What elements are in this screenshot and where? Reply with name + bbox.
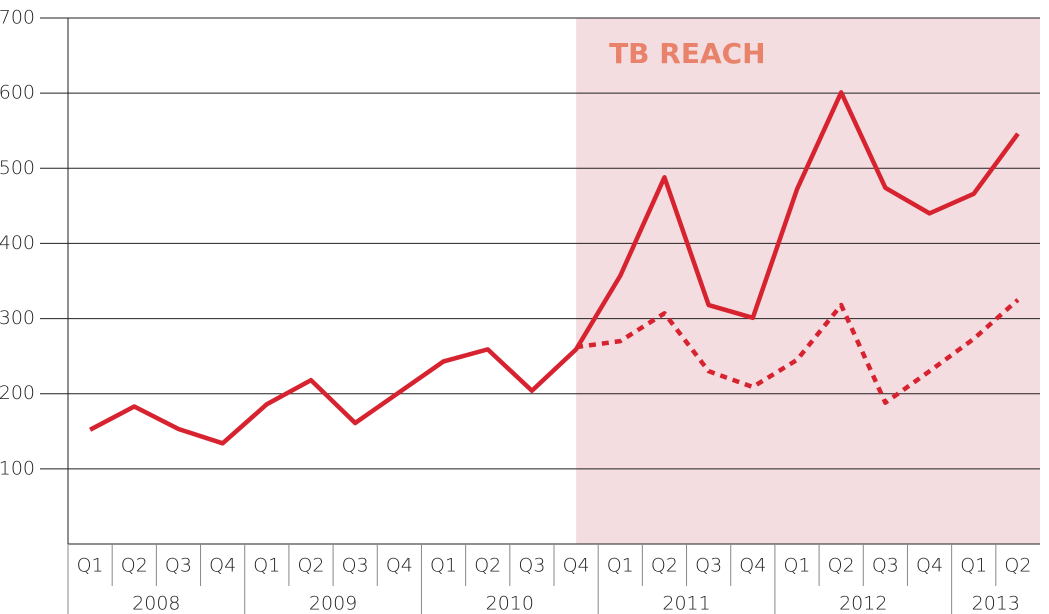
- x-tick-label: Q2: [1004, 555, 1031, 577]
- x-tick-label: Q1: [430, 555, 457, 577]
- y-tick-label: 300: [0, 307, 35, 329]
- x-tick-label: Q1: [783, 555, 810, 577]
- x-tick-label: Q3: [165, 555, 192, 577]
- x-tick-label: Q1: [960, 555, 987, 577]
- x-tick-label: Q3: [695, 555, 722, 577]
- y-tick-label: 200: [0, 382, 35, 404]
- group-label: 2010: [486, 593, 534, 614]
- y-tick-label: 500: [0, 157, 35, 179]
- y-tick-label: 700: [0, 7, 35, 29]
- y-tick-label: 100: [0, 457, 35, 479]
- group-label: 2008: [132, 593, 180, 614]
- y-tick-label: 400: [0, 232, 35, 254]
- annotation: TB REACH: [609, 37, 766, 70]
- x-tick-label: Q4: [386, 555, 413, 577]
- highlight-region: [576, 18, 1040, 544]
- x-tick-label: Q3: [872, 555, 899, 577]
- x-tick-label: Q4: [209, 555, 236, 577]
- x-tick-label: Q2: [121, 555, 148, 577]
- x-tick-label: Q4: [739, 555, 766, 577]
- x-tick-label: Q1: [77, 555, 104, 577]
- group-label: 2012: [839, 593, 887, 614]
- y-tick-label: 600: [0, 82, 35, 104]
- group-label: 2009: [309, 593, 357, 614]
- group-label: 2013: [972, 593, 1020, 614]
- x-tick-label: Q2: [297, 555, 324, 577]
- line-series: [89, 90, 1020, 446]
- x-tick-label: Q2: [651, 555, 678, 577]
- group-label: 2011: [662, 593, 710, 614]
- x-tick-label: Q1: [607, 555, 634, 577]
- x-tick-label: Q2: [828, 555, 855, 577]
- x-tick-label: Q1: [253, 555, 280, 577]
- x-tick-label: Q2: [474, 555, 501, 577]
- x-tick-label: Q3: [342, 555, 369, 577]
- x-tick-label: Q4: [563, 555, 590, 577]
- line-series: [575, 298, 1020, 405]
- x-tick-label: Q4: [916, 555, 943, 577]
- x-tick-label: Q3: [518, 555, 545, 577]
